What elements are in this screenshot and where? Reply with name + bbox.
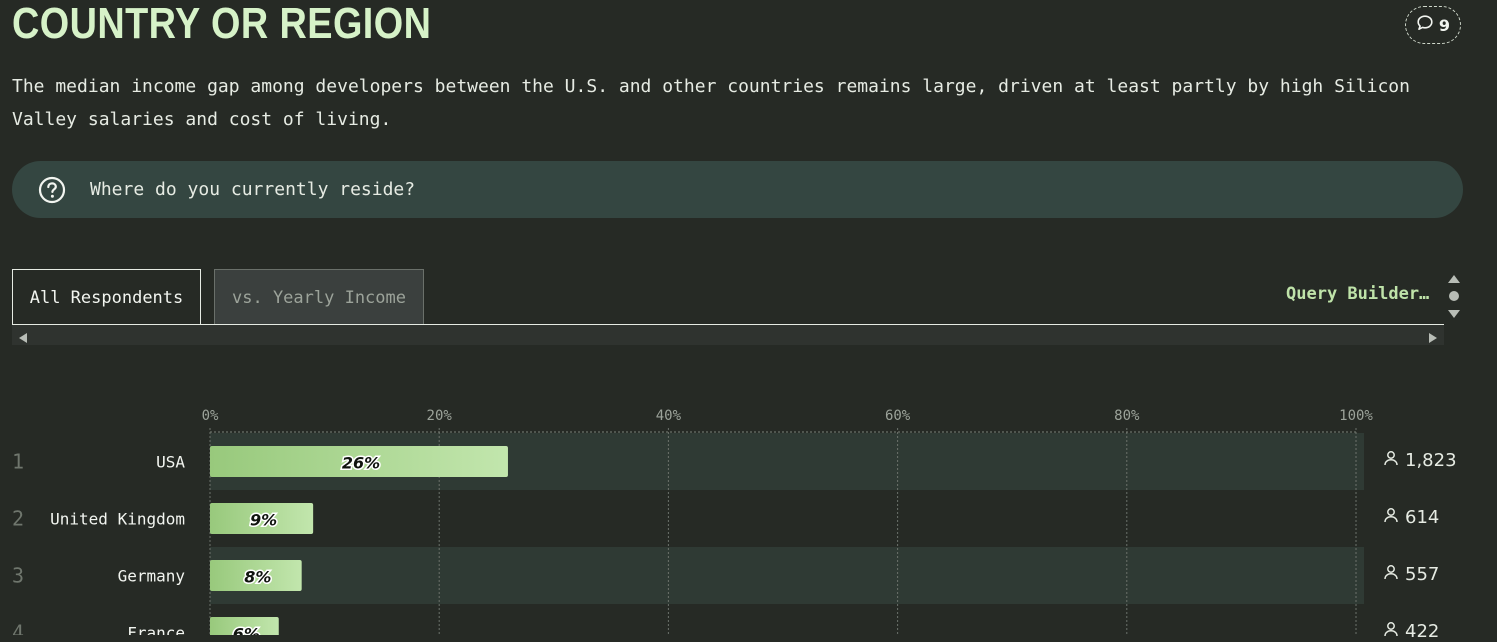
horizontal-scrollbar[interactable] — [12, 325, 1444, 345]
bar-value-label: 9% — [250, 511, 277, 530]
person-icon — [1383, 564, 1399, 585]
category-label: Germany — [118, 567, 186, 586]
person-icon — [1383, 621, 1399, 642]
question-icon[interactable] — [38, 176, 66, 204]
comment-count: 9 — [1438, 15, 1451, 35]
country-bar-chart: 0% 20% 40% 60% 80% 100% 1 USA 26% 2 United Kingdom… — [12, 408, 1373, 636]
bar-germany — [210, 560, 302, 591]
comments-button[interactable]: 9 — [1405, 6, 1461, 44]
row-track — [210, 547, 1364, 604]
category-label: United Kingdom — [50, 510, 185, 529]
x-tick-label: 80% — [1114, 408, 1140, 424]
x-tick-label: 0% — [202, 408, 219, 424]
comment-icon — [1416, 14, 1434, 36]
vertical-scrollbar[interactable] — [1446, 272, 1462, 322]
row-rank: 4 — [12, 621, 24, 636]
bar-value-label: 6% — [233, 625, 260, 636]
person-icon — [1383, 450, 1399, 471]
respondent-count: 422 — [1383, 621, 1439, 642]
bar-value-label: 26% — [342, 454, 380, 473]
x-tick-label: 40% — [656, 408, 682, 424]
respondent-count: 557 — [1383, 564, 1439, 585]
bar-france — [210, 617, 279, 635]
respondent-count-value: 1,823 — [1405, 449, 1457, 471]
row-rank: 1 — [12, 450, 24, 474]
x-tick-label: 60% — [885, 408, 911, 424]
respondent-count-value: 614 — [1405, 506, 1440, 528]
category-label: France — [127, 624, 185, 636]
bar-usa — [210, 446, 508, 477]
section-title: COUNTRY OR REGION — [12, 0, 432, 48]
category-label: USA — [156, 453, 185, 472]
bar-value-label: 8% — [244, 568, 271, 587]
tabs-divider — [12, 324, 1444, 325]
row-rank: 3 — [12, 564, 24, 588]
person-icon — [1383, 507, 1399, 528]
survey-question: Where do you currently reside? — [12, 161, 1463, 218]
row-rank: 2 — [12, 507, 24, 531]
scroll-right-icon[interactable] — [1428, 329, 1438, 348]
tab-all-respondents[interactable]: All Respondents — [12, 269, 201, 325]
x-tick-label: 20% — [427, 408, 453, 424]
question-text: Where do you currently reside? — [90, 179, 416, 200]
tab-vs-yearly-income[interactable]: vs. Yearly Income — [214, 269, 424, 325]
bar-united-kingdom — [210, 503, 314, 534]
respondent-count-value: 422 — [1405, 620, 1440, 642]
respondent-count: 614 — [1383, 507, 1439, 528]
x-tick-label: 100% — [1339, 408, 1373, 424]
respondent-count-value: 557 — [1405, 563, 1440, 585]
query-builder-link[interactable]: Query Builder… — [1286, 284, 1430, 304]
section-description: The median income gap among developers b… — [12, 76, 1410, 130]
scroll-left-icon[interactable] — [18, 329, 28, 348]
respondent-count: 1,823 — [1383, 450, 1457, 471]
